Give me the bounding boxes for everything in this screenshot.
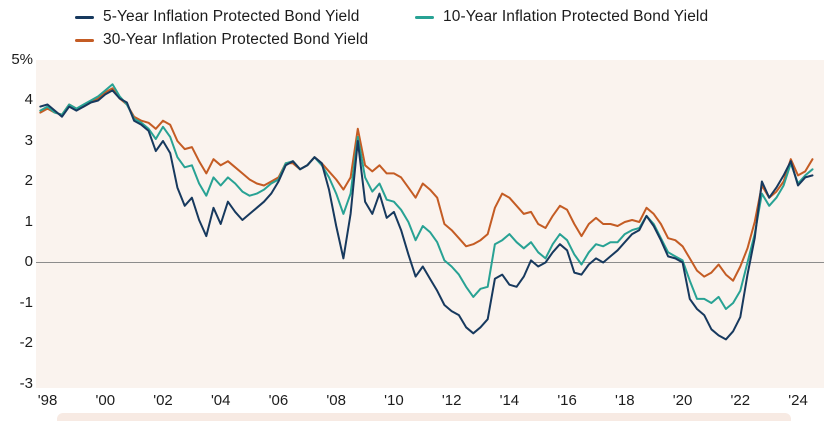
x-tick-label: '98	[37, 392, 58, 409]
legend-label-5-year: 5-Year Inflation Protected Bond Yield	[103, 8, 360, 25]
x-tick-label: '08	[326, 392, 346, 409]
x-tick-label: '18	[615, 392, 635, 409]
footer-accent-strip	[57, 413, 791, 421]
legend-item-5-year: 5-Year Inflation Protected Bond Yield	[75, 8, 359, 26]
x-tick-label: '04	[210, 392, 231, 409]
legend-label-10-year: 10-Year Inflation Protected Bond Yield	[443, 8, 709, 25]
plot-area	[36, 60, 824, 388]
x-tick-label: '10	[384, 392, 404, 409]
series-line-10-year	[39, 83, 814, 310]
y-tick-label: -2	[19, 334, 33, 352]
y-tick-label: 3	[24, 131, 33, 149]
x-tick-label: '24	[788, 392, 808, 409]
legend-label-30-year: 30-Year Inflation Protected Bond Yield	[103, 31, 369, 48]
series-line-30-year	[39, 87, 814, 282]
y-tick-label: 2	[24, 172, 33, 190]
y-tick-label: 5%	[11, 51, 33, 68]
x-tick-label: '00	[95, 392, 116, 409]
y-tick-label: -3	[19, 374, 33, 392]
x-tick-label: '14	[499, 392, 520, 409]
legend-swatch-30-year-icon	[75, 38, 94, 42]
y-tick-label: 0	[24, 253, 33, 271]
y-tick-label: 4	[24, 91, 33, 109]
x-tick-label: '06	[268, 392, 289, 409]
x-tick-label: '12	[441, 392, 462, 409]
y-tick-label: 1	[24, 212, 33, 230]
legend-item-30-year: 30-Year Inflation Protected Bond Yield	[75, 31, 368, 49]
legend-swatch-10-year-icon	[415, 15, 434, 19]
x-tick-label: '16	[557, 392, 577, 409]
x-tick-label: '22	[730, 392, 751, 409]
series-line-5-year	[39, 89, 814, 341]
x-tick-label: '20	[672, 392, 693, 409]
legend-item-10-year: 10-Year Inflation Protected Bond Yield	[415, 8, 708, 26]
legend-swatch-5-year-icon	[75, 15, 94, 19]
y-tick-label: -1	[19, 293, 33, 311]
x-tick-label: '02	[153, 392, 173, 409]
